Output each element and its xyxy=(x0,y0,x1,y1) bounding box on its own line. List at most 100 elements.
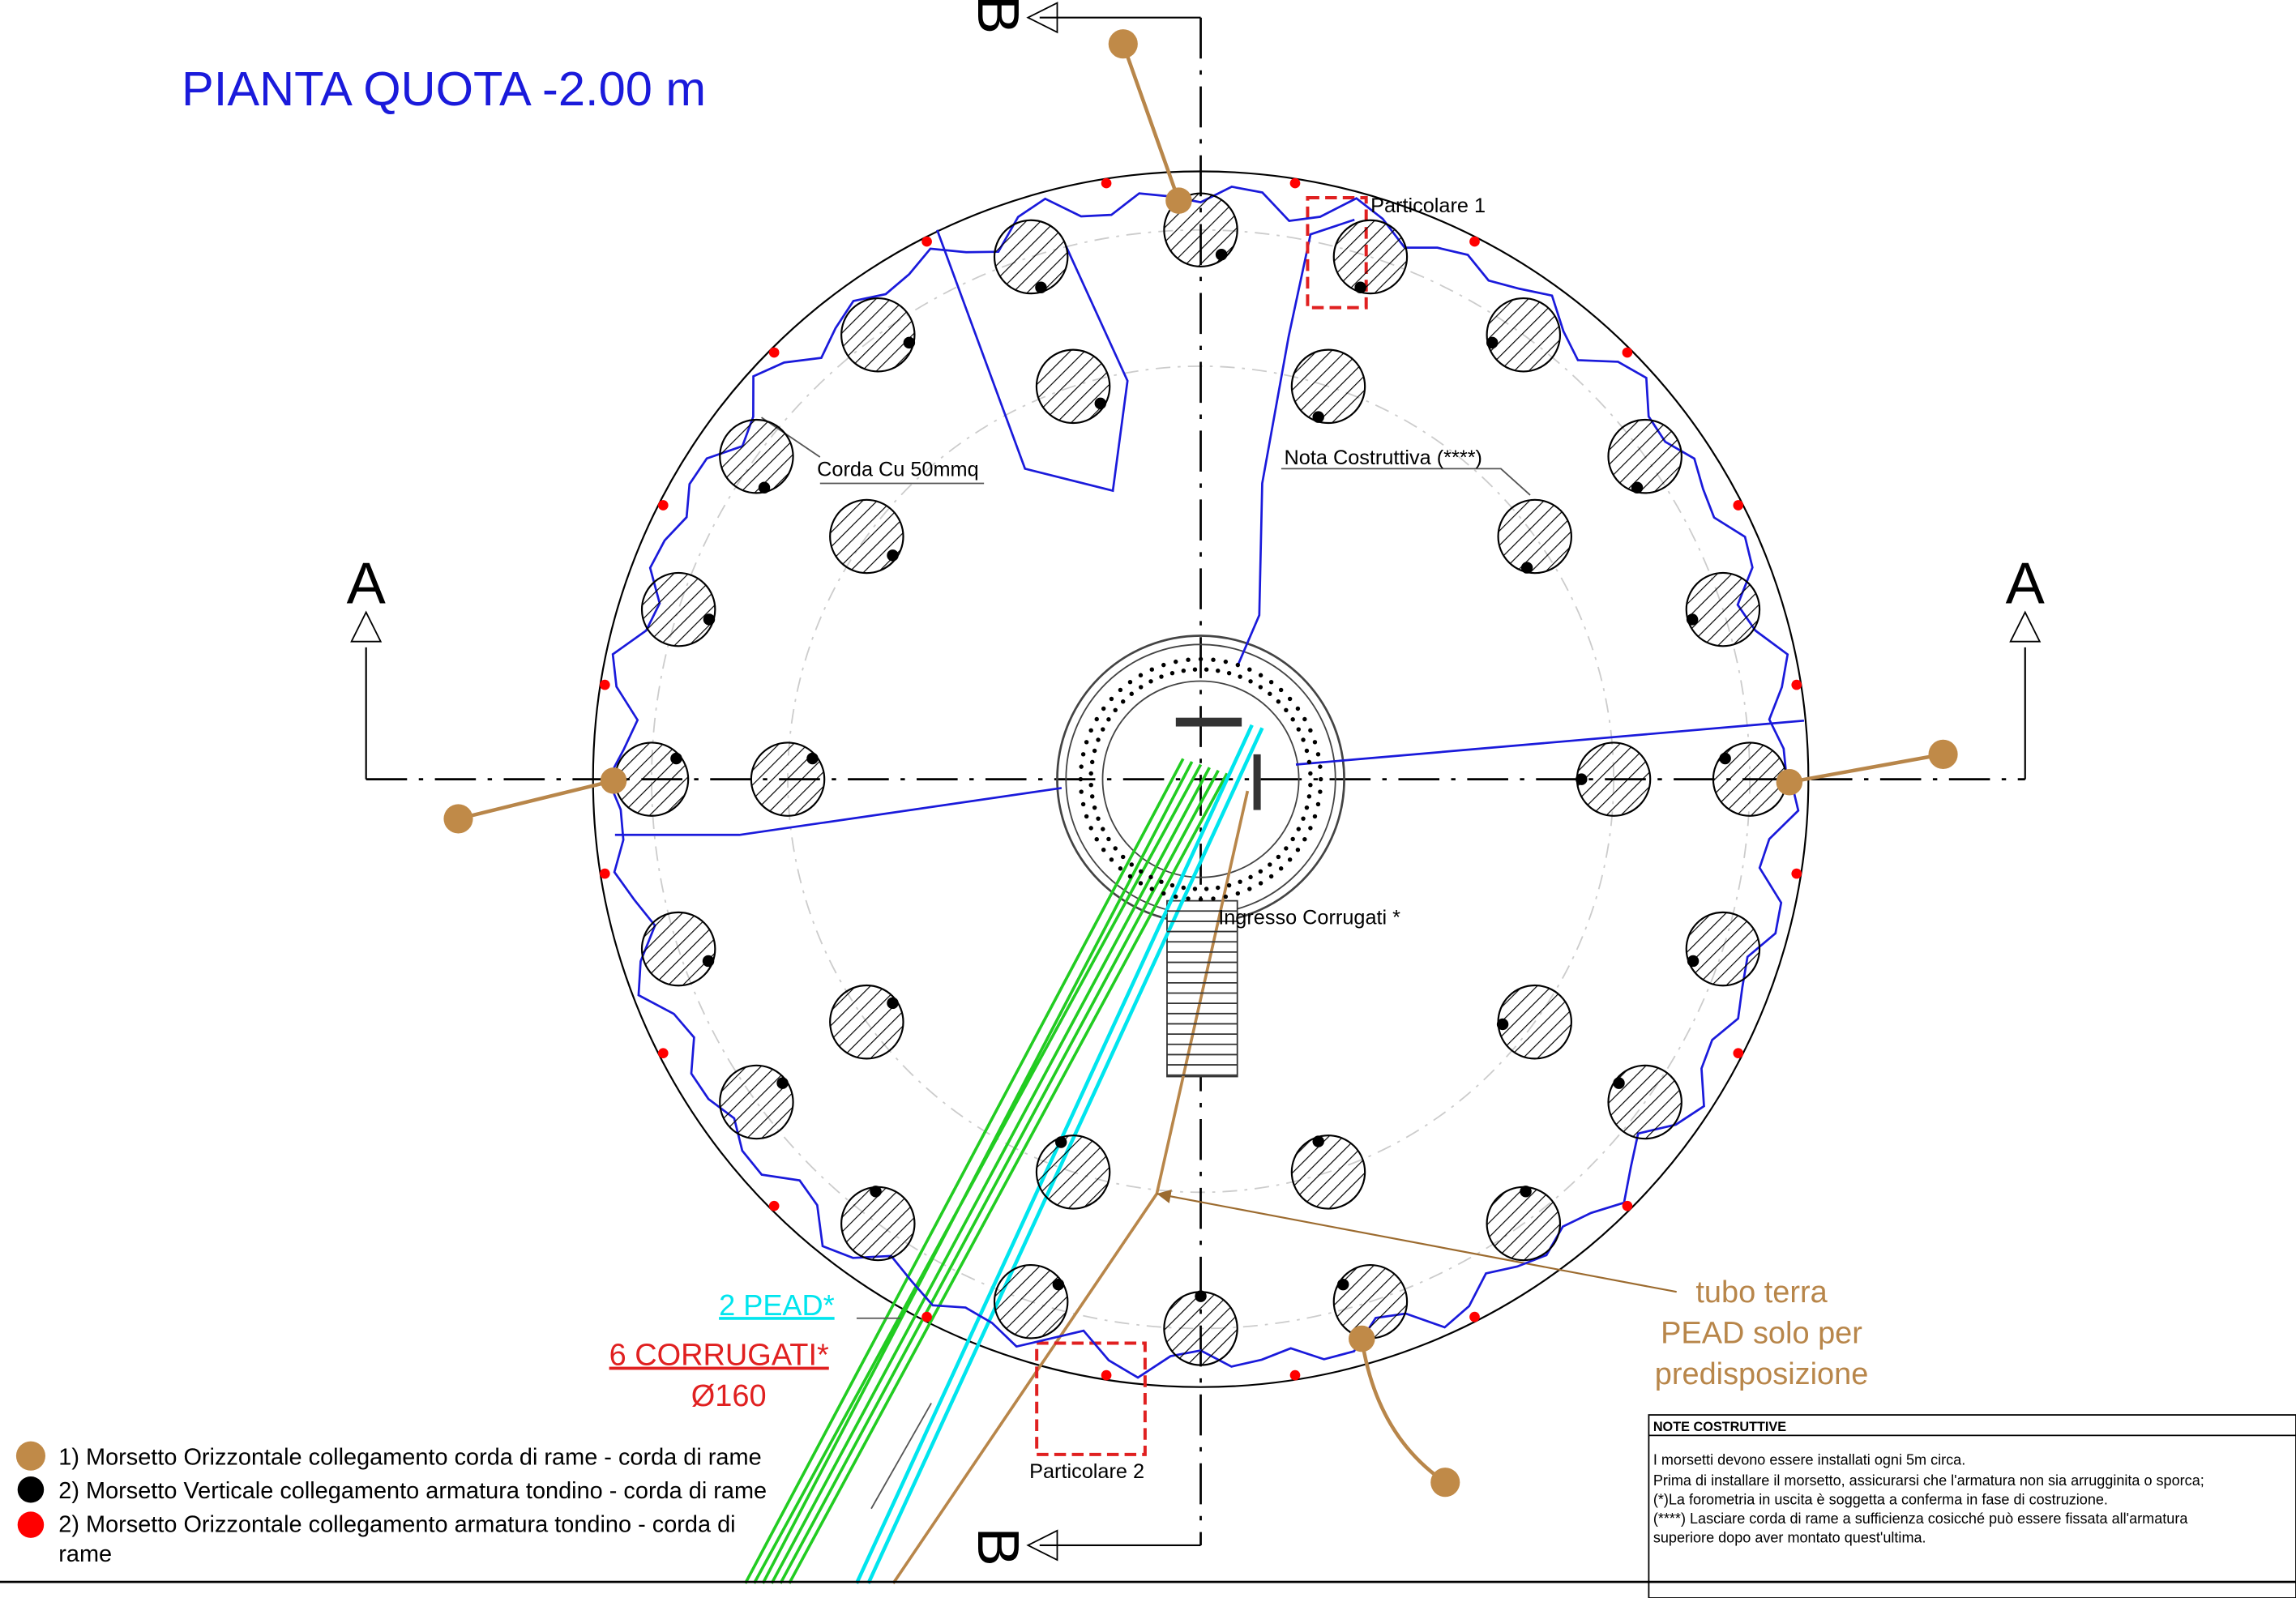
pile xyxy=(1577,742,1650,815)
rebar-clamp xyxy=(1216,249,1227,260)
annotation: Corda Cu 50mmq xyxy=(817,458,978,481)
shaft-bar xyxy=(1186,657,1190,661)
shaft-bar xyxy=(1308,728,1312,733)
shaft-bar xyxy=(1106,717,1110,721)
wire-clamp xyxy=(1469,1312,1480,1322)
shaft-bar xyxy=(1174,895,1178,899)
shaft-bar xyxy=(1216,669,1220,673)
shaft-bar xyxy=(1248,875,1252,879)
shaft-bar xyxy=(1308,783,1312,787)
rebar-clamp xyxy=(806,753,818,764)
note-line: superiore dopo aver montato quest'ultima… xyxy=(1653,1529,1926,1545)
shaft-bar xyxy=(1139,673,1143,677)
legend-item: 2) Morsetto Orizzontale collegamento arm… xyxy=(58,1512,735,1538)
shaft-bar xyxy=(1199,657,1203,661)
pile xyxy=(994,220,1067,293)
note-line: I morsetti devono essere installati ogni… xyxy=(1653,1452,1965,1468)
shaft-bar xyxy=(1130,862,1134,866)
wire-clamp xyxy=(921,237,932,247)
wire-clamp xyxy=(769,1201,780,1211)
wire-clamp xyxy=(1733,500,1743,511)
earth-rod xyxy=(1430,1468,1460,1497)
shaft-bar xyxy=(1101,727,1105,731)
wire-clamp xyxy=(1791,680,1802,690)
shaft-bar xyxy=(1305,805,1309,810)
pile xyxy=(642,573,715,646)
shaft-bar xyxy=(1139,685,1143,689)
shaft-bar xyxy=(1290,837,1294,841)
shaft-bar xyxy=(1248,679,1252,683)
pile xyxy=(1609,1066,1682,1139)
pile xyxy=(1487,298,1560,371)
shaft-bar xyxy=(1101,848,1105,852)
shaft-bar xyxy=(1096,816,1100,820)
shaft-bar xyxy=(1319,777,1323,781)
shaft-bar xyxy=(1128,874,1132,878)
rebar-clamp xyxy=(703,613,715,625)
shaft-bar xyxy=(1079,789,1083,793)
wire-clamp xyxy=(1623,348,1633,358)
detail-label: Particolare 2 xyxy=(1029,1460,1144,1483)
rebar-clamp xyxy=(1613,1077,1624,1088)
rebar-clamp xyxy=(1337,1279,1349,1290)
shaft-bar xyxy=(1276,699,1281,703)
shaft-bar xyxy=(1236,891,1240,895)
shaft-bar xyxy=(1227,671,1231,675)
shaft-bar xyxy=(1316,802,1320,806)
shaft-bar xyxy=(1269,680,1273,684)
annotation: Ø160 xyxy=(691,1379,767,1413)
shaft-bar xyxy=(1139,881,1143,885)
rebar-clamp xyxy=(1520,1186,1531,1197)
wire-clamp xyxy=(600,869,610,879)
shaft-bar xyxy=(1279,866,1283,870)
shaft-bar xyxy=(1211,657,1215,661)
earth-clamp xyxy=(1777,769,1803,796)
shaft-bar xyxy=(1307,794,1311,798)
shaft-bar xyxy=(1288,697,1292,701)
shaft-bar xyxy=(1279,688,1283,692)
rebar-clamp xyxy=(887,998,898,1009)
shaft-bar xyxy=(1139,870,1143,874)
shaft-bar xyxy=(1302,837,1306,841)
shaft-bar xyxy=(1114,708,1118,712)
wire-clamp xyxy=(658,500,669,511)
shaft-bar xyxy=(1307,760,1311,764)
annotation: 6 CORRUGATI* xyxy=(609,1339,829,1373)
annotation: 2 PEAD* xyxy=(719,1288,835,1322)
rebar-clamp xyxy=(759,482,770,494)
pile xyxy=(1292,1135,1365,1208)
shaft-bar xyxy=(1110,697,1114,701)
wire-clamp xyxy=(1623,1201,1633,1211)
shaft-bar xyxy=(1308,771,1312,776)
rebar-clamp xyxy=(703,955,714,967)
shaft-bar xyxy=(1288,857,1292,861)
shaft-bar xyxy=(1216,886,1220,890)
shaft-bar xyxy=(1224,895,1228,899)
shaft-bar xyxy=(1284,708,1288,712)
pile xyxy=(1499,985,1571,1058)
shaft-bar xyxy=(1302,717,1306,721)
wire-clamp xyxy=(1469,237,1480,247)
rebar-clamp xyxy=(1521,562,1533,573)
shaft-bar xyxy=(1084,814,1088,818)
annotation: Nota Costruttiva (****) xyxy=(1285,446,1482,469)
wire-clamp xyxy=(658,1048,669,1058)
shaft-bar xyxy=(1259,685,1263,689)
background xyxy=(0,0,2296,1598)
wire-clamp xyxy=(1290,178,1301,189)
section-label: A xyxy=(347,552,387,617)
pile xyxy=(1499,500,1571,573)
shaft-bar xyxy=(1081,802,1085,806)
pile xyxy=(720,420,793,493)
legend-item: rame xyxy=(58,1541,112,1567)
shaft-bar xyxy=(1084,740,1088,744)
section-label: A xyxy=(2006,552,2046,617)
shaft-bar xyxy=(1130,692,1134,696)
shaft-bar xyxy=(1199,897,1203,901)
pile xyxy=(1334,1265,1407,1338)
shaft-bar xyxy=(1096,737,1100,741)
pile xyxy=(830,985,903,1058)
pile xyxy=(1292,350,1365,423)
shaft-bar xyxy=(1224,660,1228,664)
shaft-bar xyxy=(1268,862,1272,866)
